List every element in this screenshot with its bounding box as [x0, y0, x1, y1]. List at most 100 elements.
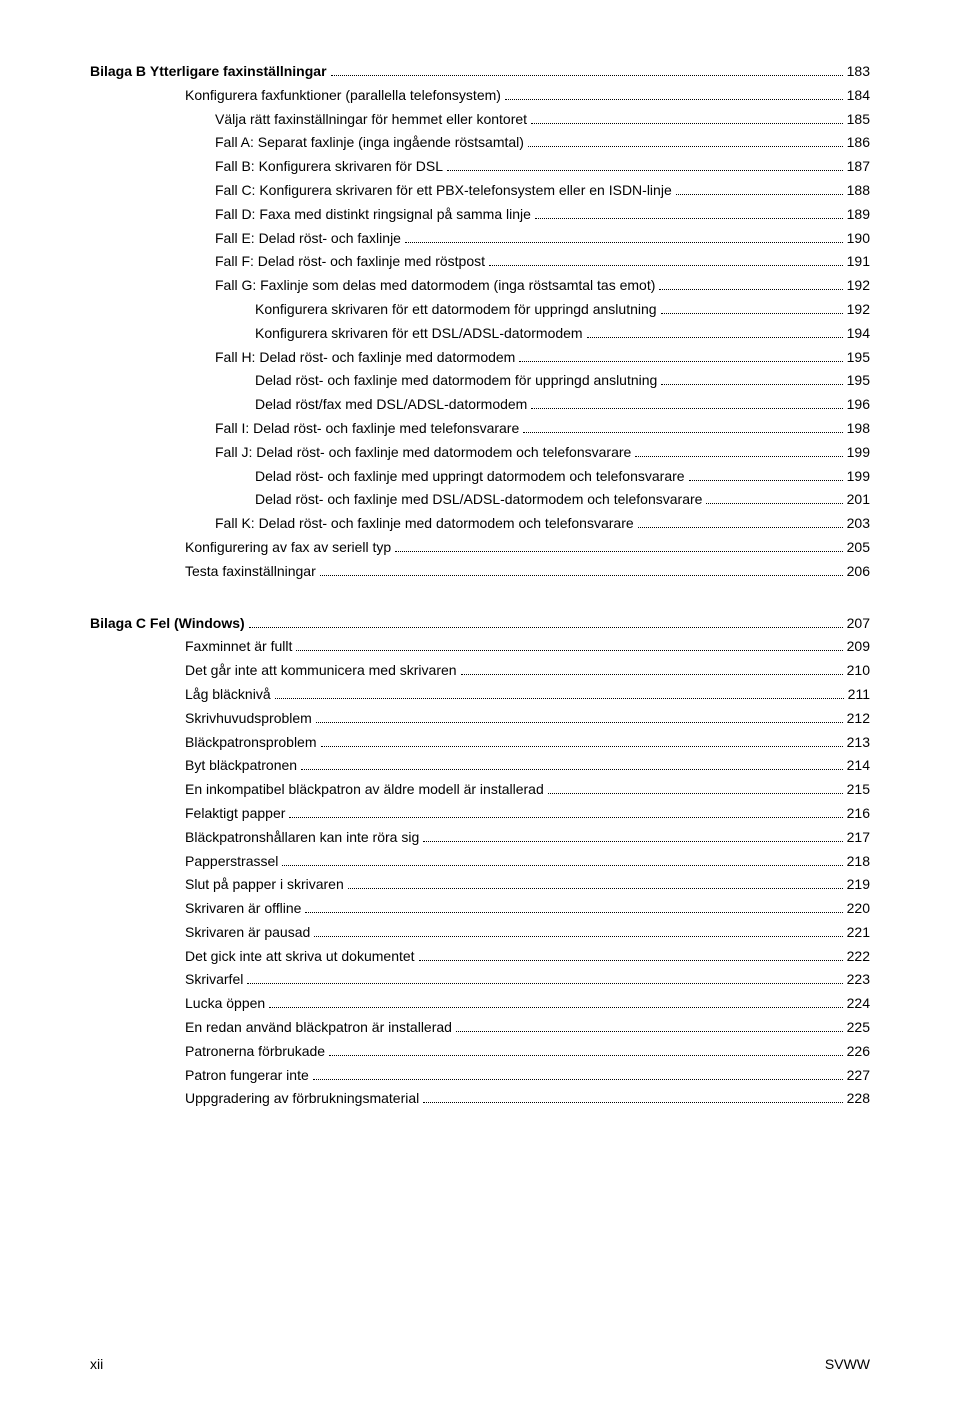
- toc-entry: Fall B: Konfigurera skrivaren för DSL187: [90, 155, 870, 179]
- toc-entry-text: Skrivhuvudsproblem: [185, 707, 312, 731]
- toc-entry-text: Delad röst- och faxlinje med datormodem …: [255, 369, 657, 393]
- toc-entry-text: Skrivarfel: [185, 968, 243, 992]
- toc-page-number: 183: [847, 60, 870, 84]
- toc-page-number: 213: [847, 731, 870, 755]
- toc-entry: Testa faxinställningar206: [90, 560, 870, 584]
- toc-page-number: 222: [847, 945, 870, 969]
- dot-leader: [635, 456, 842, 457]
- footer-page-number: xii: [90, 1356, 103, 1372]
- toc-entry-text: Fall I: Delad röst- och faxlinje med tel…: [215, 417, 519, 441]
- toc-entry-text: Byt bläckpatronen: [185, 754, 297, 778]
- toc-entry-text: Skrivaren är offline: [185, 897, 301, 921]
- toc-entry-text: Slut på papper i skrivaren: [185, 873, 344, 897]
- dot-leader: [548, 793, 843, 794]
- toc-entry-text: Bläckpatronsproblem: [185, 731, 317, 755]
- dot-leader: [320, 575, 843, 576]
- dot-leader: [269, 1007, 842, 1008]
- toc-heading-title: Ytterligare faxinställningar: [150, 63, 327, 79]
- dot-leader: [531, 123, 843, 124]
- toc-page-number: 224: [847, 992, 870, 1016]
- toc-entry: Skrivaren är pausad221: [90, 921, 870, 945]
- toc-page-number: 190: [847, 227, 870, 251]
- toc-entry: Fall H: Delad röst- och faxlinje med dat…: [90, 346, 870, 370]
- dot-leader: [661, 313, 843, 314]
- toc-page-number: 220: [847, 897, 870, 921]
- dot-leader: [305, 912, 842, 913]
- dot-leader: [535, 218, 843, 219]
- toc-page-number: 210: [847, 659, 870, 683]
- toc-entry: Fall A: Separat faxlinje (inga ingående …: [90, 131, 870, 155]
- toc-entry: Fall G: Faxlinje som delas med datormode…: [90, 274, 870, 298]
- toc-entry: Delad röst- och faxlinje med datormodem …: [90, 369, 870, 393]
- section-gap: [90, 584, 870, 612]
- toc-entry: Fall J: Delad röst- och faxlinje med dat…: [90, 441, 870, 465]
- toc-page-number: 206: [847, 560, 870, 584]
- toc-page-number: 186: [847, 131, 870, 155]
- toc-page-number: 211: [848, 683, 870, 707]
- dot-leader: [296, 650, 842, 651]
- toc-page-number: 214: [847, 754, 870, 778]
- toc-heading-title: Fel (Windows): [150, 615, 245, 631]
- dot-leader: [587, 337, 843, 338]
- toc-entry: Bläckpatronshållaren kan inte röra sig 21…: [90, 826, 870, 850]
- toc-page-number: 195: [847, 346, 870, 370]
- toc-section-heading: Bilaga B Ytterligare faxinställningar 183: [90, 60, 870, 84]
- toc-page-number: 194: [847, 322, 870, 346]
- toc-entry-text: En inkompatibel bläckpatron av äldre mod…: [185, 778, 544, 802]
- dot-leader: [419, 960, 843, 961]
- dot-leader: [523, 432, 842, 433]
- dot-leader: [301, 769, 843, 770]
- toc-entry-text: Patron fungerar inte: [185, 1064, 309, 1088]
- toc-entry-text: Konfigurering av fax av seriell typ: [185, 536, 391, 560]
- dot-leader: [689, 480, 843, 481]
- toc-page-number: 227: [847, 1064, 870, 1088]
- toc-page-number: 187: [847, 155, 870, 179]
- dot-leader: [706, 503, 842, 504]
- toc-page-number: 217: [847, 826, 870, 850]
- toc-page-number: 199: [847, 465, 870, 489]
- toc-page-number: 188: [847, 179, 870, 203]
- toc-entry-text: Fall H: Delad röst- och faxlinje med dat…: [215, 346, 515, 370]
- toc-page-number: 198: [847, 417, 870, 441]
- toc-entry-text: Bläckpatronshållaren kan inte röra sig: [185, 826, 419, 850]
- toc-entry-text: Det går inte att kommunicera med skrivar…: [185, 659, 457, 683]
- dot-leader: [456, 1031, 843, 1032]
- toc-entry: Välja rätt faxinställningar för hemmet e…: [90, 108, 870, 132]
- toc-entry-text: Delad röst/fax med DSL/ADSL-datormodem: [255, 393, 527, 417]
- toc-entry: Felaktigt papper216: [90, 802, 870, 826]
- toc-entry-text: Fall E: Delad röst- och faxlinje: [215, 227, 401, 251]
- toc-entry-text: Fall A: Separat faxlinje (inga ingående …: [215, 131, 524, 155]
- toc-entry: Fall D: Faxa med distinkt ringsignal på …: [90, 203, 870, 227]
- toc-entry: En inkompatibel bläckpatron av äldre mod…: [90, 778, 870, 802]
- toc-entry: Fall F: Delad röst- och faxlinje med rös…: [90, 250, 870, 274]
- toc-entry-text: Delad röst- och faxlinje med uppringt da…: [255, 465, 685, 489]
- page-footer: xii SVWW: [90, 1356, 870, 1372]
- toc-entry: Fall K: Delad röst- och faxlinje med dat…: [90, 512, 870, 536]
- toc-entry: Slut på papper i skrivaren219: [90, 873, 870, 897]
- document-page: Bilaga B Ytterligare faxinställningar 183…: [0, 0, 960, 1404]
- dot-leader: [423, 1102, 842, 1103]
- toc-entry: Bläckpatronsproblem 213: [90, 731, 870, 755]
- toc-entry-text: Faxminnet är fullt: [185, 635, 292, 659]
- toc-page-number: 184: [847, 84, 870, 108]
- dot-leader: [505, 99, 843, 100]
- toc-entry: Delad röst- och faxlinje med uppringt da…: [90, 465, 870, 489]
- toc-entry-text: Delad röst- och faxlinje med DSL/ADSL-da…: [255, 488, 702, 512]
- toc-entry-text: Fall J: Delad röst- och faxlinje med dat…: [215, 441, 631, 465]
- toc-entry: Patronerna förbrukade226: [90, 1040, 870, 1064]
- toc-entry: En redan använd bläckpatron är installer…: [90, 1016, 870, 1040]
- toc-entry: Fall I: Delad röst- och faxlinje med tel…: [90, 417, 870, 441]
- footer-right-text: SVWW: [825, 1356, 870, 1372]
- dot-leader: [321, 746, 843, 747]
- toc-entry: Konfigurera skrivaren för ett DSL/ADSL-d…: [90, 322, 870, 346]
- toc-entry-text: Lucka öppen: [185, 992, 265, 1016]
- dot-leader: [519, 361, 842, 362]
- dot-leader: [659, 289, 842, 290]
- toc-entry: Konfigurera skrivaren för ett datormodem…: [90, 298, 870, 322]
- dot-leader: [489, 265, 843, 266]
- toc-entry-text: Välja rätt faxinställningar för hemmet e…: [215, 108, 527, 132]
- toc-heading-text: Bilaga B Ytterligare faxinställningar: [90, 60, 327, 84]
- toc-page-number: 228: [847, 1087, 870, 1111]
- toc-entry: Patron fungerar inte 227: [90, 1064, 870, 1088]
- toc-entry-text: Konfigurera skrivaren för ett datormodem…: [255, 298, 657, 322]
